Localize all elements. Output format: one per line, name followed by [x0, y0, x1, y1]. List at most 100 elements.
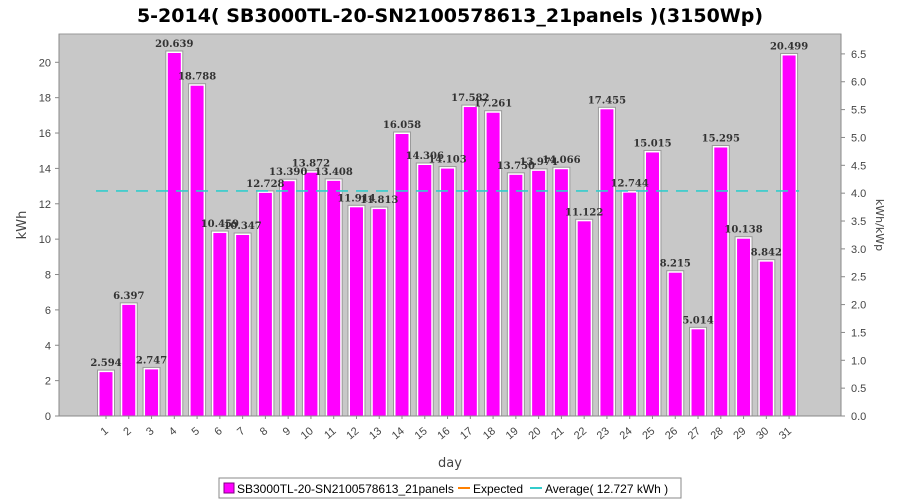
bar-value-label: 10.347	[223, 221, 261, 232]
bar	[577, 221, 591, 416]
x-tick-label: 22	[572, 425, 589, 442]
x-tick-label: 7	[235, 425, 247, 438]
bar	[623, 192, 637, 416]
bar-value-label: 8.842	[751, 248, 782, 259]
bars	[97, 50, 799, 417]
bar	[509, 174, 523, 416]
bar-value-label: 10.138	[724, 225, 762, 236]
bar	[122, 304, 136, 416]
x-tick-label: 1	[99, 425, 111, 438]
bar	[190, 85, 204, 416]
bar-value-label: 20.639	[155, 39, 193, 50]
x-tick-label: 24	[618, 425, 635, 442]
x-tick-label: 8	[258, 425, 270, 438]
y2-tick-label: 1.5	[851, 327, 866, 339]
x-tick-label: 21	[549, 425, 566, 442]
legend-label-average: Average( 12.727 kWh )	[545, 482, 668, 496]
bar	[99, 372, 113, 416]
y-tick-label: 0	[45, 411, 51, 423]
y2-tick-label: 4.5	[851, 160, 866, 172]
y-tick-label: 14	[39, 163, 51, 175]
bar-value-label: 14.103	[428, 155, 466, 166]
y-tick-label: 18	[39, 93, 51, 105]
bar	[600, 109, 614, 417]
x-tick-label: 26	[663, 425, 680, 442]
bar-value-label: 13.974	[519, 157, 557, 168]
y2-tick-label: 4.0	[851, 188, 866, 200]
bar	[372, 209, 386, 416]
x-tick-label: 6	[212, 425, 224, 438]
legend-label-expected: Expected	[473, 482, 523, 496]
bar	[759, 261, 773, 416]
legend-swatch-production	[223, 482, 235, 494]
bar	[167, 52, 181, 417]
x-tick-label: 2	[121, 425, 133, 438]
bar-value-label: 17.261	[474, 99, 512, 110]
bar	[668, 272, 682, 416]
bar-value-label: 2.747	[136, 355, 167, 366]
bar	[532, 170, 546, 416]
y2-tick-label: 1.0	[851, 355, 866, 367]
y-tick-label: 20	[39, 57, 51, 69]
bar-value-label: 16.058	[383, 120, 421, 131]
bar-value-label: 13.390	[269, 167, 307, 178]
x-tick-label: 30	[754, 425, 771, 442]
x-tick-label: 11	[322, 425, 338, 442]
bar-value-label: 11.813	[360, 195, 398, 206]
bar	[691, 329, 705, 416]
y-tick-label: 8	[45, 270, 51, 282]
bar-value-label: 18.788	[178, 72, 216, 83]
bar	[737, 238, 751, 416]
bar-value-label: 2.594	[90, 358, 121, 369]
y2-axis-label: kWh/kWp	[873, 199, 886, 251]
left-axis: 0 2 4 6 8 10 12 14 16 18 20	[39, 34, 60, 423]
x-tick-label: 16	[435, 425, 452, 442]
bar-value-label: 13.408	[315, 167, 353, 178]
x-tick-label: 25	[640, 425, 657, 442]
x-tick-label: 27	[686, 425, 703, 442]
y2-tick-label: 5.5	[851, 105, 866, 117]
x-tick-label: 4	[167, 425, 179, 438]
bar	[258, 192, 272, 416]
y-tick-label: 10	[39, 234, 51, 246]
bar	[714, 147, 728, 416]
bar	[395, 134, 409, 416]
x-tick-label: 18	[481, 425, 498, 442]
bar-value-label: 17.582	[451, 93, 489, 104]
x-tick-label: 17	[458, 425, 475, 442]
bar	[349, 207, 363, 416]
y2-tick-label: 6.5	[851, 49, 866, 61]
y-tick-label: 6	[45, 305, 51, 317]
bar-value-label: 14.066	[542, 155, 580, 166]
bar-value-label: 5.014	[682, 315, 713, 326]
x-tick-label: 31	[777, 425, 794, 442]
bar	[327, 180, 341, 416]
bar-value-label: 12.744	[611, 179, 649, 190]
bar	[418, 164, 432, 416]
x-axis: 1 2 3 4 5 6 7 8 9 10 11 12 13 14 15 16 17 18 19 20 21 22 23 24 2…	[59, 415, 841, 442]
bar-value-label: 11.122	[565, 207, 603, 218]
bar	[645, 152, 659, 416]
x-tick-label: 12	[344, 425, 361, 442]
bar-value-label: 20.499	[770, 41, 808, 52]
chart-title: 5-2014( SB3000TL-20-SN2100578613_21panel…	[137, 5, 763, 27]
x-tick-label: 29	[731, 425, 748, 442]
y2-tick-label: 3.0	[851, 244, 866, 256]
legend: SB3000TL-20-SN2100578613_21panels Expect…	[218, 477, 682, 499]
y-tick-label: 2	[45, 376, 51, 388]
right-axis: 0.0 0.5 1.0 1.5 2.0 2.5 3.0 3.5 4.0 4.5 5.0 5.5 6.0 6…	[840, 34, 866, 423]
bar	[281, 181, 295, 416]
x-tick-label: 20	[526, 425, 543, 442]
bar	[304, 172, 318, 416]
bar-value-label: 15.015	[633, 138, 671, 149]
bar-value-label: 14.306	[406, 151, 444, 162]
bar-value-label: 10.459	[201, 219, 239, 230]
y-tick-label: 4	[45, 340, 51, 352]
x-tick-label: 19	[504, 425, 521, 442]
bar	[486, 112, 500, 416]
bar	[441, 168, 455, 416]
y2-tick-label: 2.0	[851, 300, 866, 312]
legend-label-production: SB3000TL-20-SN2100578613_21panels	[237, 482, 454, 496]
